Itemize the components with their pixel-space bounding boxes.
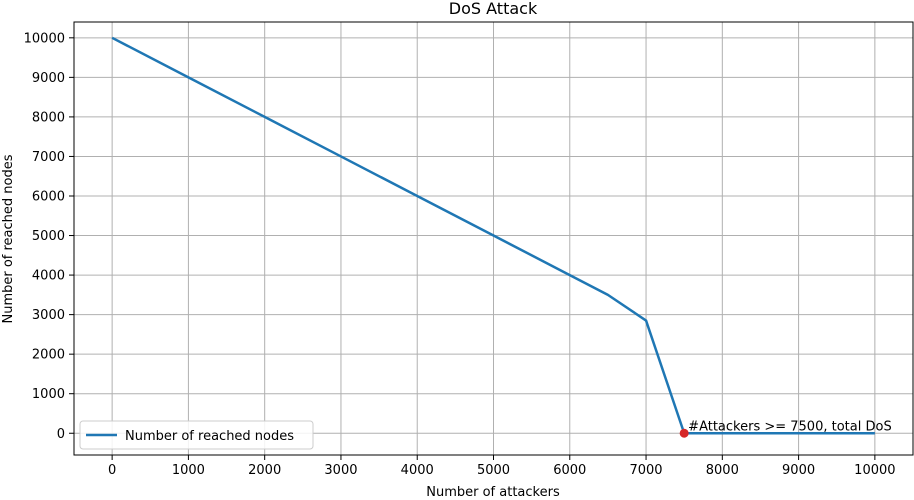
y-tick-label: 4000 <box>32 269 65 284</box>
chart-title: DoS Attack <box>449 0 538 18</box>
y-tick-label: 3000 <box>32 308 65 323</box>
y-axis-label: Number of reached nodes <box>1 154 16 323</box>
axes: 0 1000 2000 3000 4000 5000 6000 7000 8000 9000 100… <box>24 21 914 478</box>
x-tick-label: 5000 <box>477 463 510 478</box>
x-tick-label: 7000 <box>629 463 662 478</box>
x-tick-label: 9000 <box>782 463 815 478</box>
y-tick-label: 2000 <box>32 348 65 363</box>
x-tick-label: 2000 <box>248 463 281 478</box>
y-tick-label: 1000 <box>32 387 65 402</box>
series-layer: #Attackers >= 7500, total DoS <box>111 36 892 438</box>
x-tick-label: 6000 <box>553 463 586 478</box>
y-tick-label: 8000 <box>32 110 65 125</box>
annotation-label: #Attackers >= 7500, total DoS <box>688 419 892 434</box>
x-tick-label: 0 <box>108 463 116 478</box>
x-tick-label: 10000 <box>854 463 895 478</box>
y-tick-label: 9000 <box>32 71 65 86</box>
y-tick-label: 10000 <box>24 31 65 46</box>
threshold-point <box>679 428 689 438</box>
x-tick-label: 4000 <box>401 463 434 478</box>
x-tick-label: 3000 <box>324 463 357 478</box>
y-tick-label: 0 <box>57 427 65 442</box>
legend-box <box>79 420 314 450</box>
y-tick-label: 7000 <box>32 150 65 165</box>
x-axis-label: Number of attackers <box>426 485 560 496</box>
grid <box>74 22 913 455</box>
x-tick-label: 1000 <box>172 463 205 478</box>
legend: Number of reached nodes <box>79 420 314 450</box>
legend-label: Number of reached nodes <box>125 429 294 444</box>
x-tick-label: 8000 <box>706 463 739 478</box>
y-tick-label: 6000 <box>32 189 65 204</box>
y-tick-label: 5000 <box>32 229 65 244</box>
series-line <box>111 36 875 435</box>
